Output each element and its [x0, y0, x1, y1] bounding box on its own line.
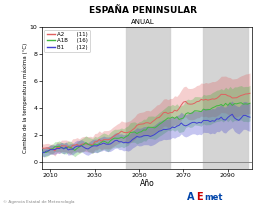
Text: A: A	[187, 192, 195, 202]
Legend: A2       (11), A1B     (16), B1       (12): A2 (11), A1B (16), B1 (12)	[44, 29, 90, 52]
Y-axis label: Cambio de la temperatura máxima (°C): Cambio de la temperatura máxima (°C)	[23, 43, 28, 153]
Text: ESPAÑA PENINSULAR: ESPAÑA PENINSULAR	[89, 6, 197, 15]
Text: met: met	[204, 193, 223, 202]
Text: E: E	[196, 192, 203, 202]
Bar	[203, 27, 248, 169]
X-axis label: Año: Año	[140, 179, 154, 188]
Bar	[126, 27, 170, 169]
Text: © Agencia Estatal de Meteorología: © Agencia Estatal de Meteorología	[3, 200, 74, 204]
Text: ANUAL: ANUAL	[131, 19, 155, 25]
